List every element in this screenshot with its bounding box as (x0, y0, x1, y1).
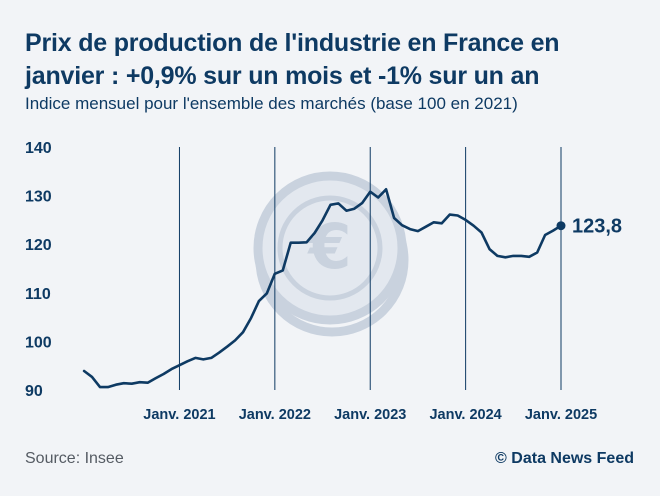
y-tick-label: 120 (25, 237, 52, 254)
chart-title: Prix de production de l'industrie en Fra… (25, 29, 560, 90)
x-tick-label: Janv. 2023 (334, 407, 406, 423)
last-value-point (556, 221, 566, 231)
series-line (82, 188, 563, 389)
x-tick-label: Janv. 2025 (525, 407, 597, 423)
x-axis: Janv. 2021 Janv. 2022 Janv. 2023 Janv. 2024… (143, 407, 597, 423)
x-tick-label: Janv. 2024 (429, 407, 501, 423)
source-note: Source: Insee (25, 450, 124, 467)
y-tick-label: 140 (25, 140, 52, 157)
y-axis: 90 100 110 120 130 140 (25, 140, 52, 400)
y-tick-label: 100 (25, 334, 52, 351)
x-tick-label: Janv. 2021 (143, 407, 215, 423)
x-tick-label: Janv. 2022 (239, 407, 311, 423)
y-tick-label: 90 (25, 383, 43, 400)
euro-sign: € (306, 210, 351, 283)
credit-note: © Data News Feed (495, 450, 634, 467)
coin-inner-ring (277, 195, 383, 301)
euro-coin-icon: € (253, 171, 409, 337)
last-value-label: 123,8 (572, 216, 622, 238)
series-layer: 123,8 (82, 188, 622, 389)
y-tick-label: 110 (25, 286, 51, 303)
vertical-gridlines (178, 147, 562, 390)
chart-subtitle: Indice mensuel pour l'ensemble des march… (25, 94, 518, 113)
y-tick-label: 130 (25, 189, 52, 206)
